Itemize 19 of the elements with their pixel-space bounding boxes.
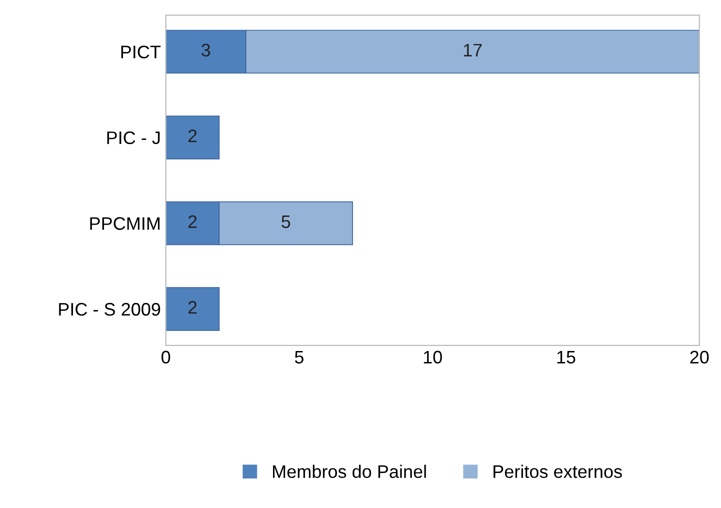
x-tick-label: 10 [424, 350, 442, 364]
x-tick-label: 0 [162, 350, 170, 364]
data-label: 2 [188, 215, 197, 228]
bar [166, 116, 220, 160]
y-tick-label: PPCMIM [90, 217, 160, 230]
bar [166, 287, 220, 331]
data-label: 5 [282, 215, 290, 228]
y-tick-label: PIC - S 2009 [59, 302, 160, 316]
data-label: 17 [464, 44, 482, 56]
data-label: 3 [202, 44, 210, 57]
y-tick-label: PIC - J [107, 131, 160, 144]
data-label: 2 [188, 301, 197, 314]
legend-label: Peritos externos [494, 464, 622, 478]
x-tick-label: 15 [557, 350, 576, 364]
y-tick-label: PICT [121, 46, 161, 58]
legend-label: Membros do Painel [273, 464, 426, 478]
x-tick-label: 5 [294, 350, 304, 364]
x-tick-label: 20 [690, 350, 709, 364]
data-label: 2 [188, 130, 197, 142]
